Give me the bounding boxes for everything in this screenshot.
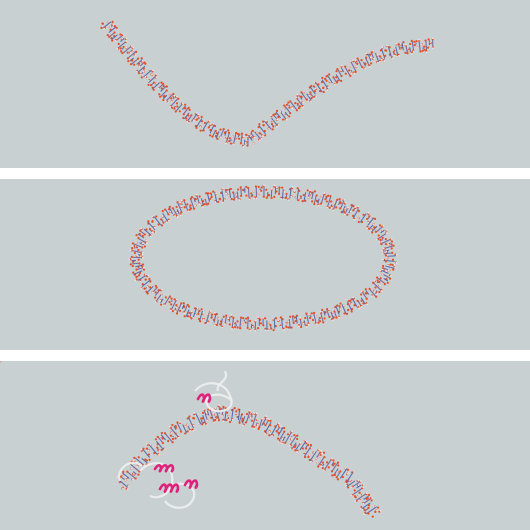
- dna-helix: [0, 361, 382, 518]
- circular-dna-panel: [0, 179, 530, 350]
- protein-dna-panel: [0, 361, 530, 530]
- circular-dna-render: [128, 184, 398, 332]
- dna-helix: [100, 20, 435, 148]
- linear-dna-panel: [0, 0, 530, 168]
- protein-chains: [117, 370, 233, 509]
- dna-helix: [128, 184, 398, 332]
- protein-dna-render: [0, 361, 382, 518]
- linear-dna-render: [100, 20, 435, 148]
